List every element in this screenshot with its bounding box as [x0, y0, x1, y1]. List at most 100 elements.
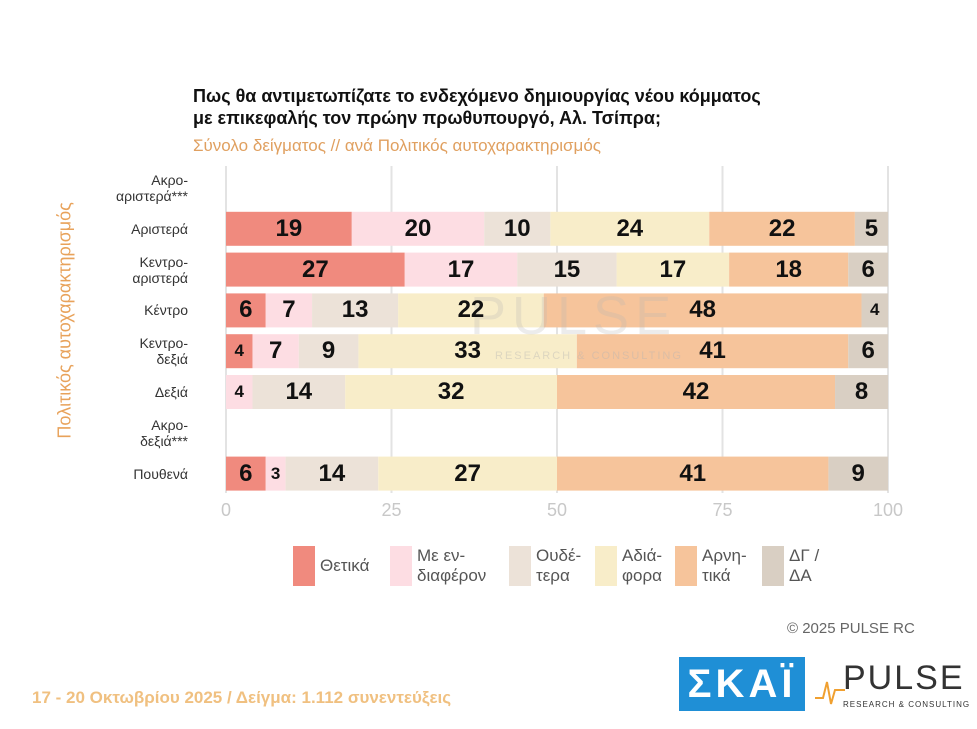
watermark-sub: RESEARCH & CONSULTING: [495, 350, 683, 362]
logo-pulse-icon: [815, 681, 845, 705]
bar-segment: [848, 252, 888, 287]
data-label: 42: [682, 378, 710, 405]
data-label: 4: [234, 341, 244, 361]
data-label: 17: [659, 255, 687, 283]
bar-segment: [557, 375, 836, 409]
y-tick-label: Αριστερά: [131, 220, 188, 237]
data-label: 6: [239, 459, 253, 487]
data-label: 6: [861, 337, 875, 365]
bar-segment: [854, 211, 888, 246]
data-label: 18: [775, 255, 803, 283]
legend-label: Ουδέ- τερα: [536, 546, 582, 585]
y-tick-label: Ακρο- αριστερά***: [116, 171, 188, 204]
legend-swatch: [595, 546, 617, 586]
legend-swatch: [675, 546, 697, 586]
bar-segment: [848, 334, 888, 369]
bar-segment: [298, 334, 359, 369]
y-tick-label: Ακρο- δεξιά***: [140, 416, 188, 449]
bar-segment: [517, 252, 617, 287]
logo-skai: ΣΚΑΪ: [679, 657, 805, 711]
logo-pulse: PULSE: [843, 659, 965, 697]
bar-segment: [351, 211, 485, 246]
chart-title: Πως θα αντιμετωπίζατε το ενδεχόμενο δημι…: [193, 86, 761, 128]
data-label: 20: [404, 214, 432, 242]
data-label: 24: [616, 214, 644, 242]
data-label: 6: [239, 296, 253, 324]
bar-segment: [358, 334, 577, 369]
bar-segment: [226, 211, 352, 246]
bar-segment: [550, 211, 710, 246]
data-label: 4: [870, 300, 880, 320]
bar-segment: [484, 211, 551, 246]
bar-segment: [252, 334, 299, 369]
data-label: 5: [864, 214, 879, 242]
data-label: 17: [447, 255, 475, 283]
bar-segment: [861, 293, 888, 328]
bar-segment: [729, 252, 849, 287]
data-label: 15: [553, 255, 581, 283]
y-tick-label: Δεξιά: [154, 383, 188, 400]
bar-segment: [616, 252, 730, 287]
data-label: 7: [268, 337, 283, 365]
legend-label: Θετικά: [320, 556, 370, 576]
x-tick-label: 100: [872, 500, 904, 520]
data-label: 33: [454, 337, 481, 365]
data-label: 10: [503, 214, 531, 242]
bar-segment: [557, 456, 829, 491]
legend-swatch: [293, 546, 315, 586]
bar-segment: [226, 456, 266, 491]
bar-segment: [265, 293, 313, 328]
bar-segment: [404, 252, 518, 287]
data-label: 9: [321, 337, 336, 365]
legend-swatch: [762, 546, 784, 586]
data-label: 8: [854, 378, 869, 405]
bar-segment: [576, 334, 849, 369]
bar-segment: [709, 211, 855, 246]
bar-segment: [345, 375, 557, 409]
data-label: 32: [437, 378, 465, 405]
bar-segment: [226, 334, 253, 369]
data-label: 14: [318, 459, 346, 487]
bar-segment: [285, 456, 379, 491]
data-label: 48: [689, 296, 716, 324]
y-tick-label: Πουθενά: [133, 465, 188, 482]
x-tick-label: 75: [712, 500, 733, 520]
bar-segment: [828, 456, 888, 491]
legend-label: ΔΓ / ΔΑ: [789, 546, 820, 585]
legend-label: Με εν- διαφέρον: [417, 546, 487, 585]
data-label: 13: [341, 296, 369, 324]
data-label: 41: [679, 459, 707, 487]
data-label: 27: [302, 255, 329, 283]
y-tick-label: Κεντρο- αριστερά: [132, 253, 188, 286]
data-label: 19: [275, 214, 303, 242]
watermark: PULSE: [470, 286, 678, 346]
footer: 17 - 20 Οκτωβρίου 2025 / Δείγμα: 1.112 σ…: [32, 688, 452, 707]
data-label: 22: [457, 296, 485, 324]
data-label: 27: [454, 459, 481, 487]
x-tick-label: 25: [381, 500, 402, 520]
legend-label: Αδιά- φορα: [622, 546, 663, 585]
chart-subtitle: Σύνολο δείγματος // ανά Πολιτικός αυτοχα…: [193, 136, 601, 155]
data-label: 7: [282, 296, 296, 324]
data-label: 3: [270, 463, 281, 483]
data-label: 41: [699, 337, 726, 365]
legend-swatch: [390, 546, 412, 586]
bar-segment: [226, 293, 266, 328]
bar-segment: [835, 375, 888, 409]
bar-segment: [252, 375, 346, 409]
legend-label: Αρνη- τικά: [702, 546, 747, 585]
x-tick-label: 0: [220, 500, 231, 520]
bar-segment: [226, 375, 253, 409]
data-label: 14: [285, 378, 313, 405]
data-label: 22: [768, 214, 796, 242]
bar-segment: [226, 252, 405, 287]
data-label: 9: [851, 459, 865, 487]
x-tick-label: 50: [546, 500, 568, 520]
bar-segment: [312, 293, 399, 328]
bar-segment: [265, 456, 286, 491]
y-tick-label: Κεντρο- δεξιά: [139, 335, 188, 368]
y-tick-label: Κέντρο: [144, 302, 188, 319]
logo-pulse-sub: RESEARCH & CONSULTING: [843, 700, 971, 709]
